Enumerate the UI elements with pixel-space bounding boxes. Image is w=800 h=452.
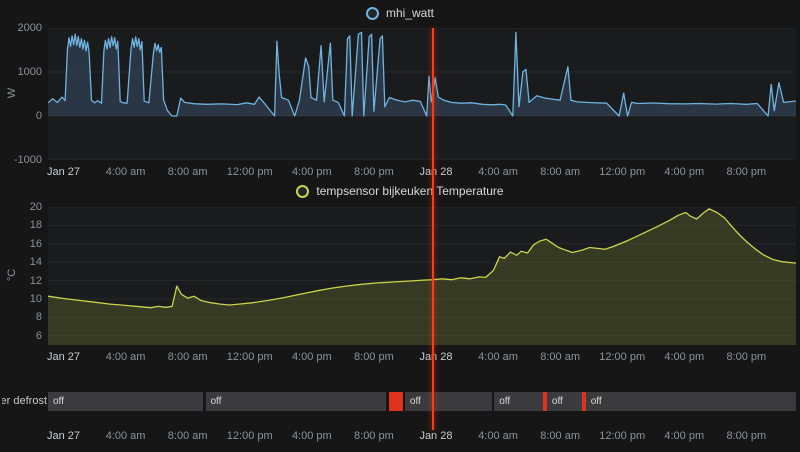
plot-tempsensor-bijkeuken-temperature[interactable] xyxy=(48,207,796,345)
x-tick-label: 4:00 pm xyxy=(291,430,332,442)
state-segment-off: off xyxy=(546,392,582,411)
x-tick-label: 4:00 pm xyxy=(291,351,332,363)
x-tick-label: 8:00 pm xyxy=(354,430,394,442)
x-tick-label: 12:00 pm xyxy=(599,351,646,363)
x-tick-label: 8:00 am xyxy=(167,351,208,363)
x-tick-label: 4:00 am xyxy=(105,351,146,363)
state-timeline[interactable]: off off off off off off xyxy=(48,392,796,411)
y-tick-label: 2000 xyxy=(17,22,42,34)
x-tick-label: 12:00 pm xyxy=(599,166,646,178)
series-color-icon xyxy=(365,6,379,20)
x-tick-label: 4:00 pm xyxy=(291,166,332,178)
y-tick-label: 18 xyxy=(29,219,42,232)
x-tick-label: 4:00 pm xyxy=(664,166,705,178)
x-tick-label: 8:00 pm xyxy=(726,351,767,363)
legend-tempsensor[interactable]: tempsensor bijkeuken Temperature xyxy=(0,184,800,198)
x-tick-label: 4:00 am xyxy=(478,430,518,442)
state-segment-off: off xyxy=(585,392,796,411)
x-tick-label: Jan 28 xyxy=(419,430,453,442)
y-tick-label: -1000 xyxy=(13,154,42,166)
annotation-line xyxy=(431,28,434,430)
state-segment-defrost xyxy=(397,392,403,411)
x-tick-label: 12:00 pm xyxy=(226,430,273,442)
x-tick-label: 12:00 pm xyxy=(226,166,273,178)
y-tick-label: 12 xyxy=(29,274,42,287)
series-area xyxy=(48,208,796,345)
state-segment-off: off xyxy=(205,392,387,411)
x-tick-label: 12:00 pm xyxy=(599,430,646,442)
x-tick-label: 8:00 am xyxy=(540,166,580,178)
y-axis-unit: W xyxy=(6,87,18,99)
y-tick-label: 10 xyxy=(29,293,42,305)
state-segment-off: off xyxy=(48,392,204,411)
legend-label: tempsensor bijkeuken Temperature xyxy=(316,184,504,198)
state-segment-defrost xyxy=(393,392,399,411)
x-tick-label: 12:00 pm xyxy=(226,351,273,363)
x-tick-label: 8:00 am xyxy=(540,351,580,363)
y-tick-label: 1000 xyxy=(17,66,42,78)
series-line xyxy=(48,31,796,117)
series-line xyxy=(48,208,796,309)
y-tick-label: 8 xyxy=(35,311,42,324)
state-segment-defrost xyxy=(543,392,548,411)
legend-mhi-watt[interactable]: mhi_watt xyxy=(0,6,800,20)
x-tick-label: 4:00 pm xyxy=(664,351,705,363)
x-tick-label: Jan 27 xyxy=(47,430,81,442)
x-tick-label: 8:00 pm xyxy=(354,351,394,363)
x-tick-label: 8:00 pm xyxy=(726,430,767,442)
x-tick-label: 4:00 am xyxy=(478,351,518,363)
y-tick-label: 20 xyxy=(29,201,42,213)
x-tick-label: Jan 28 xyxy=(419,166,453,178)
x-tick-label: Jan 28 xyxy=(419,351,453,363)
x-tick-label: 8:00 pm xyxy=(354,166,394,178)
x-tick-label: Jan 27 xyxy=(47,166,81,178)
x-tick-label: 4:00 am xyxy=(478,166,518,178)
x-tick-label: 4:00 pm xyxy=(664,430,705,442)
state-segment-defrost xyxy=(388,392,394,411)
x-tick-label: 4:00 am xyxy=(105,430,146,442)
state-segment-defrost xyxy=(581,392,587,411)
y-tick-label: 0 xyxy=(35,110,42,122)
x-tick-label: 8:00 am xyxy=(167,430,208,442)
y-tick-label: 6 xyxy=(35,329,42,342)
series-color-icon xyxy=(296,184,310,198)
state-segment-off: off xyxy=(404,392,492,411)
y-tick-label: 16 xyxy=(29,237,42,250)
y-axis-unit: °C xyxy=(6,268,18,282)
x-tick-label: 8:00 am xyxy=(167,166,208,178)
series-area xyxy=(48,32,796,116)
legend-label: mhi_watt xyxy=(385,6,435,20)
x-tick-label: 4:00 am xyxy=(105,166,146,178)
state-segment-off: off xyxy=(494,392,544,411)
x-tick-label: 8:00 pm xyxy=(726,166,767,178)
x-tick-label: Jan 27 xyxy=(47,351,81,363)
timeline-row-label: er defrost xyxy=(2,395,47,407)
x-tick-label: 8:00 am xyxy=(540,430,580,442)
plot-mhi_watt[interactable] xyxy=(48,28,796,160)
y-tick-label: 14 xyxy=(29,256,42,269)
